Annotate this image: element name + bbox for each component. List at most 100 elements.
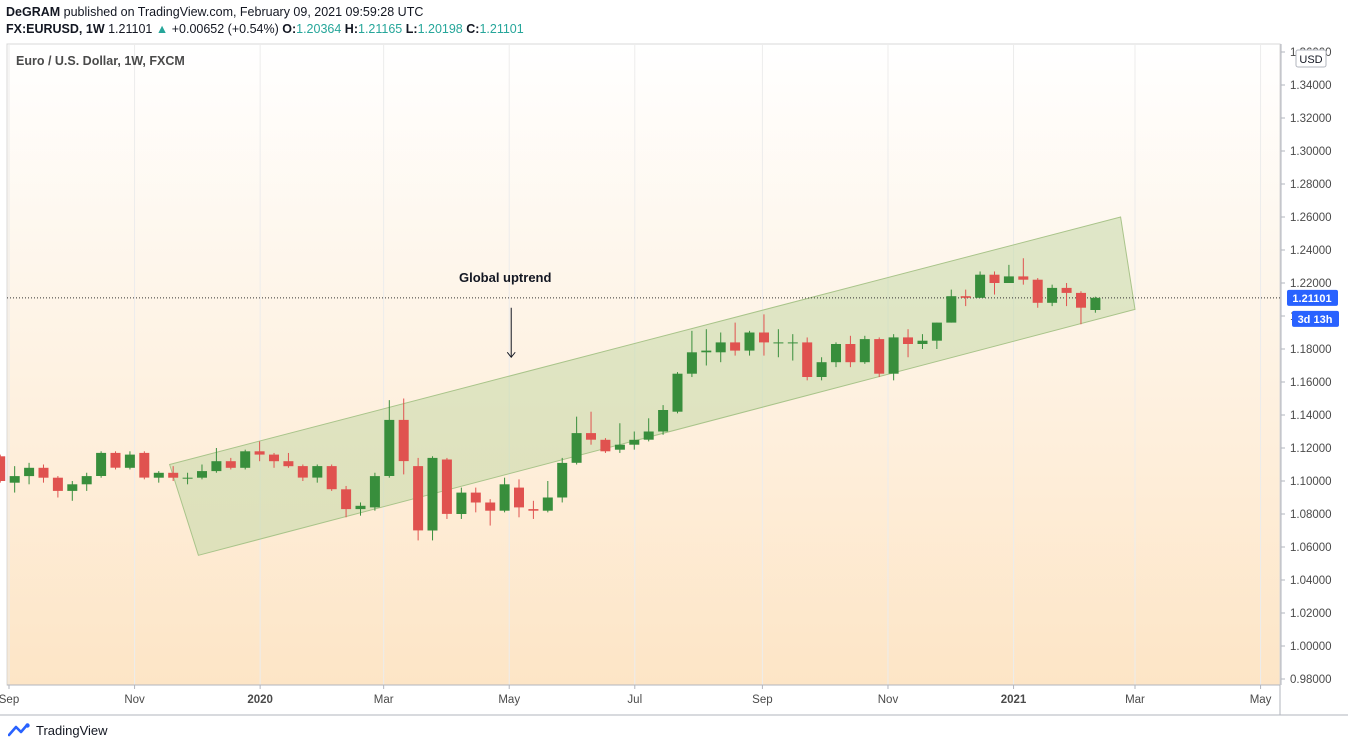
candle[interactable] xyxy=(225,457,236,470)
candle[interactable] xyxy=(124,451,135,470)
candle[interactable] xyxy=(297,464,308,482)
candle[interactable] xyxy=(730,322,741,356)
candle[interactable] xyxy=(413,457,424,541)
candle[interactable] xyxy=(715,332,726,363)
candle[interactable] xyxy=(960,289,971,307)
footer-brand[interactable]: TradingView xyxy=(8,722,108,738)
candle[interactable] xyxy=(629,431,640,450)
candle[interactable] xyxy=(658,405,669,435)
candle[interactable] xyxy=(499,477,510,513)
time-tick-label: Sep xyxy=(0,694,19,706)
candle[interactable] xyxy=(211,448,222,473)
time-axis[interactable]: Sep Nov 2020 Mar May Jul Sep Nov 2021 Mar May xyxy=(0,684,1280,706)
candle[interactable] xyxy=(514,479,524,518)
candle[interactable] xyxy=(1061,283,1072,307)
candle[interactable] xyxy=(759,314,769,356)
candle[interactable] xyxy=(139,451,150,480)
candle[interactable] xyxy=(831,342,841,368)
candle[interactable] xyxy=(975,271,986,298)
candle[interactable] xyxy=(773,329,784,358)
candle[interactable] xyxy=(254,441,265,462)
candle[interactable] xyxy=(686,330,697,378)
candle[interactable] xyxy=(989,271,1000,295)
close-label: C: xyxy=(466,22,480,36)
candle[interactable] xyxy=(24,462,35,485)
candle[interactable] xyxy=(614,423,625,453)
candle[interactable] xyxy=(874,337,885,378)
candle[interactable] xyxy=(283,452,294,468)
candle[interactable] xyxy=(341,485,352,518)
candle[interactable] xyxy=(571,416,582,465)
candle[interactable] xyxy=(946,289,957,323)
candle[interactable] xyxy=(1090,296,1101,313)
candle-body xyxy=(715,342,726,353)
candle[interactable] xyxy=(398,398,409,475)
time-tick-label: 2020 xyxy=(247,694,273,706)
candles[interactable] xyxy=(0,258,1101,541)
candle[interactable] xyxy=(9,466,20,493)
candle[interactable] xyxy=(557,457,568,503)
candle[interactable] xyxy=(787,334,798,361)
candle-body xyxy=(629,439,640,445)
candle[interactable] xyxy=(903,329,913,358)
candle-body xyxy=(874,339,885,374)
candle[interactable] xyxy=(81,472,92,491)
candle[interactable] xyxy=(38,464,49,483)
candle[interactable] xyxy=(312,464,323,483)
candle[interactable] xyxy=(586,411,596,445)
candle[interactable] xyxy=(1076,291,1086,325)
candle[interactable] xyxy=(917,334,928,349)
currency-badge[interactable] xyxy=(1295,49,1327,68)
candle[interactable] xyxy=(96,451,107,478)
candle[interactable] xyxy=(1003,264,1014,283)
candle[interactable] xyxy=(384,400,395,478)
candle-body xyxy=(917,340,928,344)
candle[interactable] xyxy=(0,454,6,483)
candle-body xyxy=(110,452,121,468)
candle[interactable] xyxy=(1032,278,1043,308)
author-name[interactable]: DeGRAM xyxy=(6,5,61,19)
candle[interactable] xyxy=(528,500,539,519)
candle[interactable] xyxy=(888,334,899,381)
candle[interactable] xyxy=(672,372,683,414)
candle[interactable] xyxy=(240,449,251,470)
candle[interactable] xyxy=(67,481,78,501)
candle[interactable] xyxy=(441,457,452,519)
candle[interactable] xyxy=(197,464,207,480)
candle[interactable] xyxy=(182,472,193,485)
annotation-text[interactable]: Global uptrend xyxy=(459,270,552,285)
uptrend-channel[interactable] xyxy=(168,216,1136,556)
candle[interactable] xyxy=(1047,284,1058,307)
candle[interactable] xyxy=(369,472,380,511)
candle[interactable] xyxy=(427,456,438,541)
candle-body xyxy=(355,505,366,510)
candle[interactable] xyxy=(168,466,179,481)
candle[interactable] xyxy=(859,335,870,364)
countdown-tag xyxy=(1292,310,1339,327)
candle[interactable] xyxy=(643,418,654,442)
candle[interactable] xyxy=(816,357,827,381)
candle[interactable] xyxy=(744,330,755,356)
candle[interactable] xyxy=(931,322,942,349)
candle[interactable] xyxy=(269,452,279,468)
candle[interactable] xyxy=(52,476,63,498)
candle[interactable] xyxy=(542,481,553,513)
candle[interactable] xyxy=(1018,258,1029,285)
price-tick-label: 1.16000 xyxy=(1290,377,1332,389)
candle[interactable] xyxy=(701,329,712,366)
candle[interactable] xyxy=(326,464,337,491)
candle-body xyxy=(499,484,510,511)
candle[interactable] xyxy=(470,487,481,513)
price-axis[interactable]: 1.360001.340001.320001.300001.280001.260… xyxy=(1280,44,1348,686)
candle-body xyxy=(787,342,798,344)
candle[interactable] xyxy=(110,451,121,470)
candle[interactable] xyxy=(153,471,164,483)
candle[interactable] xyxy=(802,337,813,381)
candle[interactable] xyxy=(355,502,366,516)
last-price-tag-value: 1.21101 xyxy=(1292,293,1331,305)
candle[interactable] xyxy=(845,335,856,368)
candle[interactable] xyxy=(456,487,467,519)
candle[interactable] xyxy=(600,438,611,453)
candle[interactable] xyxy=(485,499,496,526)
